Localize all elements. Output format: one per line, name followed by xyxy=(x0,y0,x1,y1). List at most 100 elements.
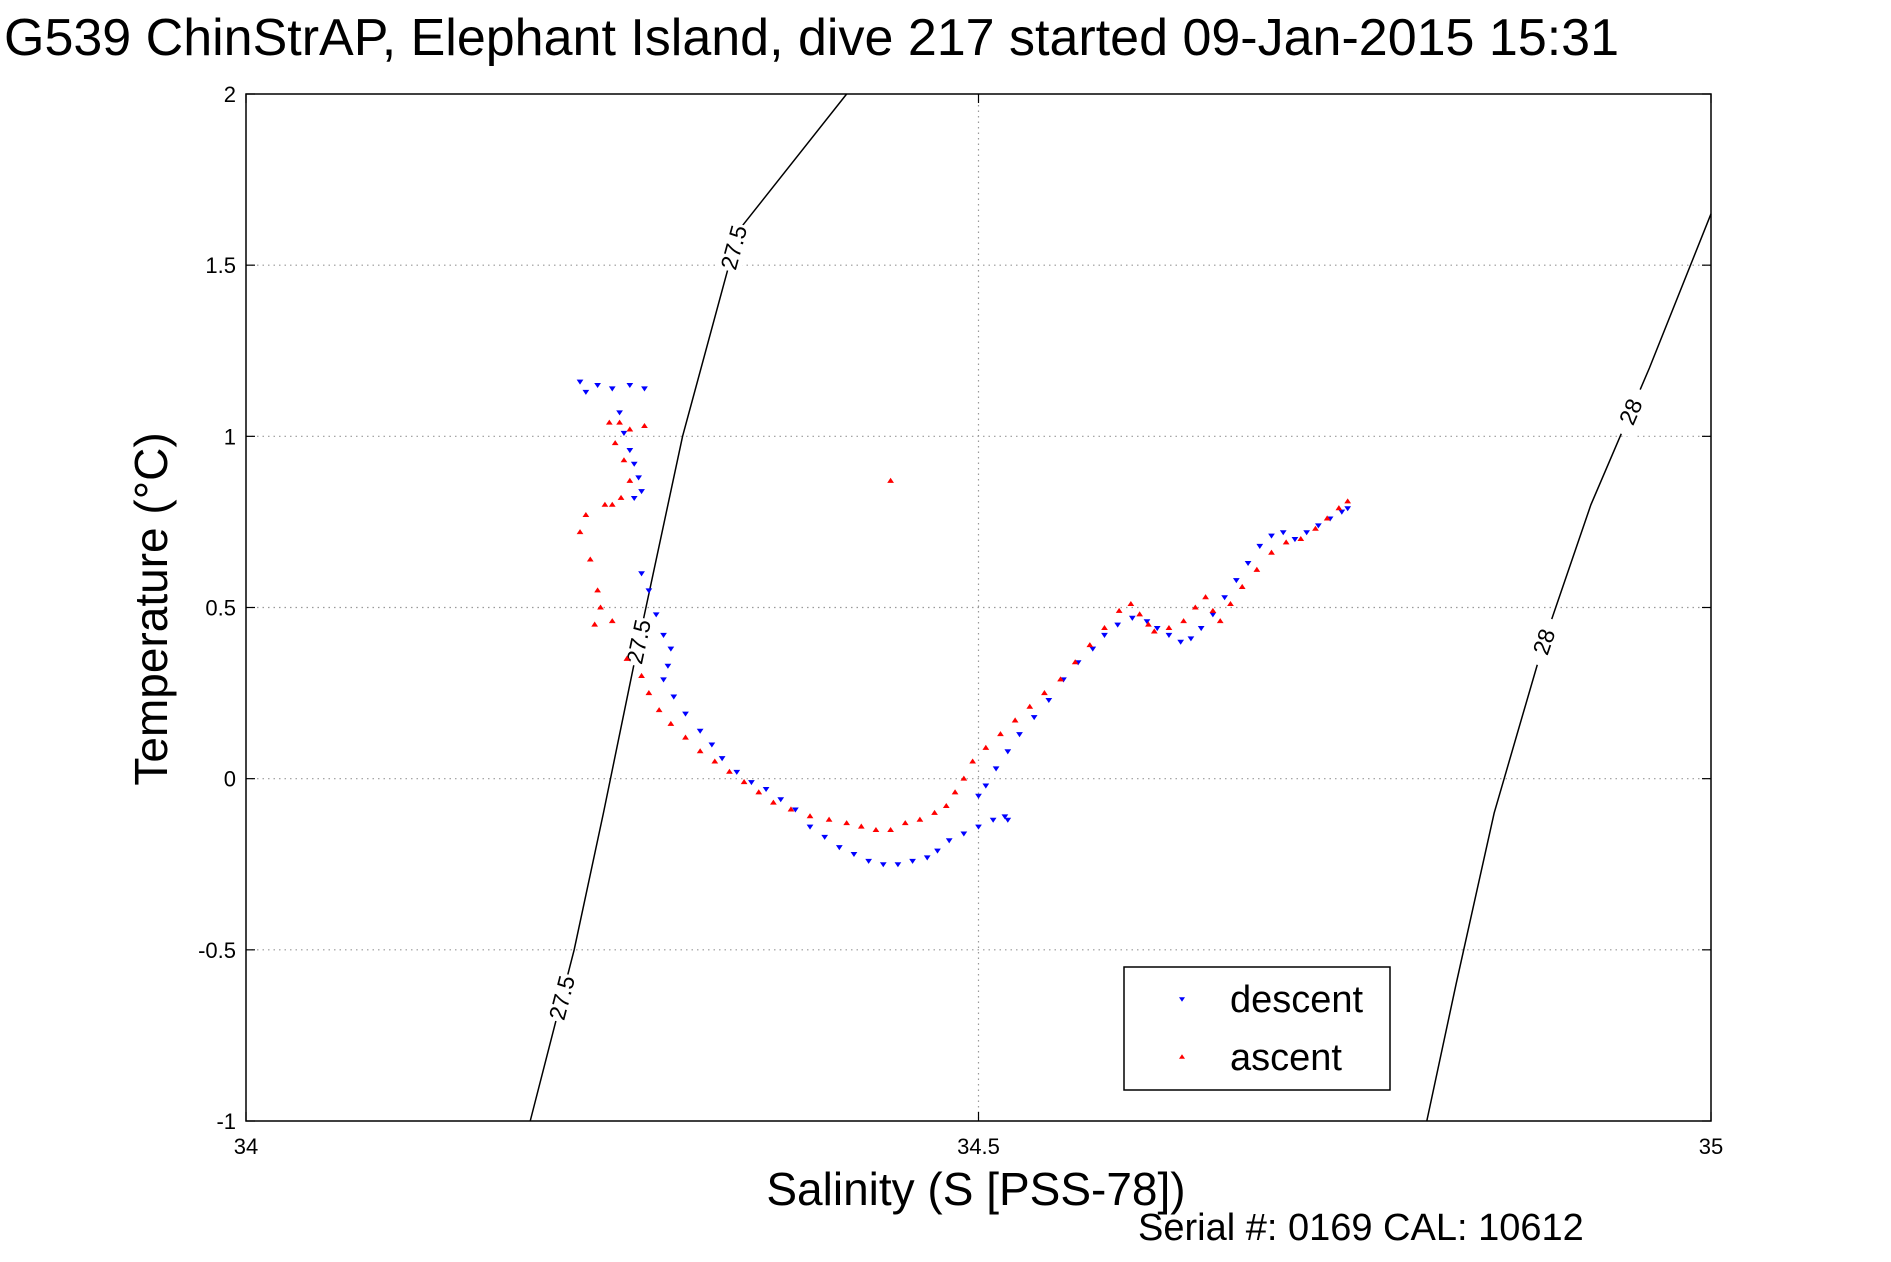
data-point-descent xyxy=(1344,506,1352,512)
data-point-descent xyxy=(645,588,653,594)
data-point-ascent xyxy=(1041,690,1048,696)
data-point-descent xyxy=(682,711,689,717)
data-point-descent xyxy=(1177,639,1185,645)
axis-ticks: 34 34.5 35 -1 -0.5 0 0.5 1 1.5 2 xyxy=(198,82,1723,1159)
data-point-ascent xyxy=(582,512,590,518)
data-point-descent xyxy=(748,780,755,786)
data-point-descent xyxy=(894,862,902,868)
data-point-ascent xyxy=(1086,642,1094,648)
contour-label-background xyxy=(543,971,581,1025)
data-point-ascent xyxy=(1191,604,1199,610)
data-point-ascent xyxy=(1268,549,1275,555)
data-point-descent xyxy=(806,824,814,830)
data-point-ascent xyxy=(1253,566,1261,572)
data-point-descent xyxy=(638,489,645,495)
data-point-ascent xyxy=(1323,515,1331,521)
data-point-descent xyxy=(1128,615,1136,621)
data-point-descent xyxy=(1030,715,1038,721)
y-tick-label: 1 xyxy=(224,424,236,449)
data-point-ascent xyxy=(806,813,814,819)
data-point-ascent xyxy=(605,419,613,425)
data-point-descent xyxy=(660,677,667,683)
data-point-descent xyxy=(975,793,982,799)
contour-label-background xyxy=(1609,384,1653,439)
data-point-descent xyxy=(630,495,638,502)
data-point-descent xyxy=(762,786,770,792)
data-point-descent xyxy=(638,571,645,577)
data-point-descent xyxy=(630,461,638,467)
data-point-descent xyxy=(850,852,858,858)
chart-title: G539 ChinStrAP, Elephant Island, dive 21… xyxy=(4,9,1619,67)
data-point-ascent xyxy=(1115,607,1123,613)
data-point-descent xyxy=(975,824,982,830)
data-point-ascent xyxy=(825,816,833,822)
data-point-descent xyxy=(696,728,704,734)
data-point-ascent xyxy=(1127,601,1135,607)
legend-marker-descent-shape xyxy=(1179,997,1185,1002)
series-ascent xyxy=(576,419,1352,832)
data-point-descent xyxy=(652,612,660,618)
data-point-ascent xyxy=(1344,498,1352,504)
density-contour-line xyxy=(529,93,848,1122)
data-point-ascent xyxy=(617,494,625,500)
legend-label-descent: descent xyxy=(1230,979,1364,1021)
data-point-ascent xyxy=(1026,703,1034,709)
data-point-ascent xyxy=(696,748,704,754)
data-point-ascent xyxy=(1150,628,1158,634)
y-tick-label: -1 xyxy=(216,1109,236,1134)
data-point-descent xyxy=(1279,530,1287,536)
data-point-ascent xyxy=(942,802,950,809)
data-point-descent xyxy=(1244,561,1252,567)
data-point-ascent xyxy=(1101,624,1108,631)
data-point-ascent xyxy=(1180,618,1187,624)
data-point-descent xyxy=(835,845,843,851)
data-point-ascent xyxy=(655,707,663,713)
data-point-descent xyxy=(1209,612,1217,618)
data-point-descent xyxy=(821,834,829,840)
data-point-descent xyxy=(660,632,667,638)
data-point-descent xyxy=(1153,626,1161,632)
data-point-ascent xyxy=(1145,621,1152,627)
data-point-descent xyxy=(620,430,628,436)
y-tick-label: 1.5 xyxy=(205,253,236,278)
data-point-descent xyxy=(576,379,584,385)
data-point-descent xyxy=(945,838,953,844)
data-point-descent xyxy=(1004,817,1012,823)
legend-marker-descent xyxy=(1179,997,1185,1002)
data-point-ascent xyxy=(931,809,938,815)
data-point-ascent xyxy=(1297,535,1305,542)
data-point-descent xyxy=(582,389,590,395)
density-contour-line xyxy=(1426,213,1712,1122)
data-point-ascent xyxy=(626,477,634,483)
data-points xyxy=(576,379,1352,868)
y-tick-label: 0 xyxy=(224,767,236,792)
data-point-ascent xyxy=(1227,601,1234,607)
data-point-descent xyxy=(635,475,642,481)
data-point-ascent xyxy=(586,556,594,562)
data-point-ascent xyxy=(616,419,623,425)
data-point-descent xyxy=(865,858,872,864)
data-point-ascent xyxy=(740,779,748,785)
data-point-ascent xyxy=(641,423,648,429)
data-point-descent xyxy=(1001,814,1009,820)
data-point-ascent xyxy=(608,618,616,624)
data-point-descent xyxy=(670,694,678,700)
data-point-ascent xyxy=(620,457,628,463)
data-point-descent xyxy=(879,862,887,868)
data-point-descent xyxy=(1268,533,1275,539)
data-point-descent xyxy=(792,807,799,813)
data-point-ascent xyxy=(601,501,609,507)
data-point-ascent xyxy=(982,744,990,750)
data-point-descent xyxy=(664,663,672,669)
data-point-ascent xyxy=(645,690,653,696)
data-point-ascent xyxy=(1216,618,1224,624)
x-tick-label: 34 xyxy=(234,1134,258,1159)
data-point-descent xyxy=(641,386,648,392)
data-point-descent xyxy=(626,383,634,389)
series-descent xyxy=(576,379,1352,868)
data-point-ascent xyxy=(916,816,924,822)
data-point-ascent xyxy=(770,799,777,805)
data-point-descent xyxy=(960,831,968,837)
